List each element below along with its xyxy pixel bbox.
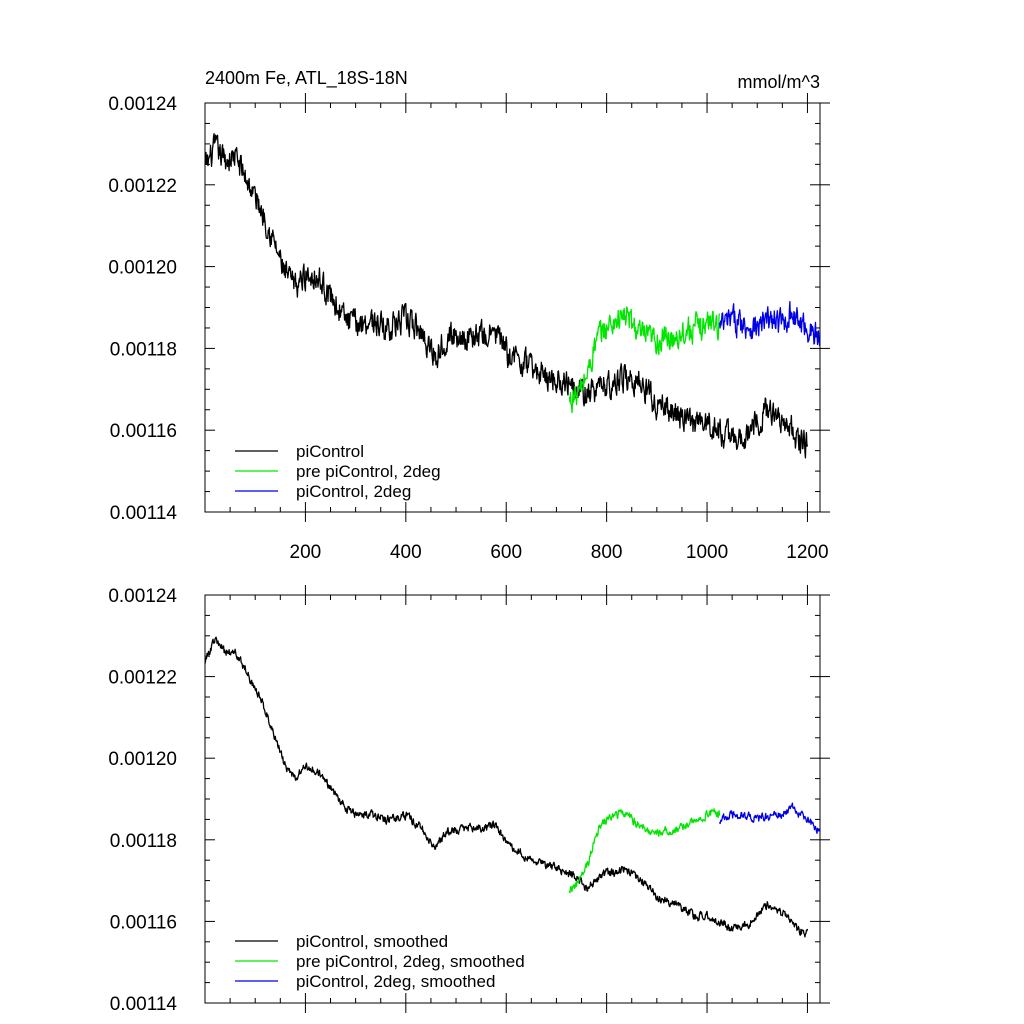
y-tick-label: 0.00122 xyxy=(108,668,177,689)
y-tick-label: 0.00114 xyxy=(110,994,178,1015)
units-label: mmol/m^3 xyxy=(738,72,820,92)
x-tick-label: 400 xyxy=(390,542,422,563)
y-tick-label: 0.00116 xyxy=(110,912,177,933)
series-line-3 xyxy=(718,300,821,347)
y-tick-label: 0.00116 xyxy=(110,421,177,442)
y-tick-label: 0.00122 xyxy=(108,176,177,197)
chart-title: 2400m Fe, ATL_18S-18N xyxy=(205,68,408,89)
y-tick-label: 0.00124 xyxy=(108,94,177,115)
chart-panel-2: 0.00114 0.00116 0.00118 0.00120 0.00122 0.001… xyxy=(108,585,830,1015)
chart-panel-1: 200 400 600 800 1000 1200 0.00114 0.00116 0.0011… xyxy=(108,68,830,563)
legend-label: pre piControl, 2deg xyxy=(296,462,441,481)
series-line-2 xyxy=(568,808,721,894)
y-tick-label: 0.00114 xyxy=(110,503,178,524)
series-line-1 xyxy=(204,636,809,938)
y-tick-label: 0.00124 xyxy=(108,586,177,607)
x-tick-label: 600 xyxy=(490,542,522,563)
x-tick-label: 200 xyxy=(290,542,322,563)
legend-label: piControl xyxy=(296,442,364,461)
y-tick-label: 0.00118 xyxy=(110,831,177,852)
legend-label: piControl, 2deg xyxy=(296,482,411,501)
legend-label: pre piControl, 2deg, smoothed xyxy=(296,952,525,971)
x-tick-label: 1200 xyxy=(786,542,828,563)
legend-label: piControl, smoothed xyxy=(296,932,448,951)
series-line-1 xyxy=(204,133,809,459)
series-line-3 xyxy=(718,802,821,834)
y-tick-label: 0.00120 xyxy=(108,749,177,770)
x-tick-label: 800 xyxy=(591,542,623,563)
x-tick-label: 1000 xyxy=(686,542,728,563)
series-line-2 xyxy=(568,306,721,414)
y-tick-label: 0.00118 xyxy=(110,339,177,360)
y-tick-label: 0.00120 xyxy=(108,258,177,279)
legend-label: piControl, 2deg, smoothed xyxy=(296,972,495,991)
